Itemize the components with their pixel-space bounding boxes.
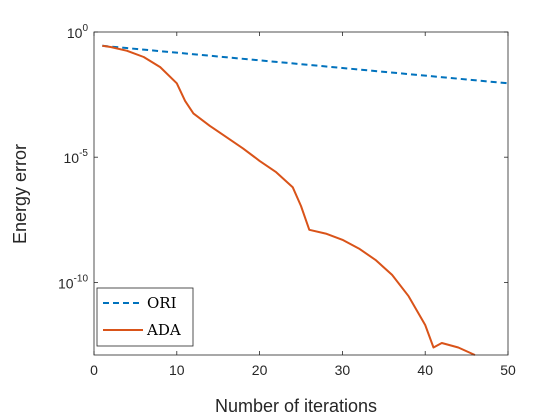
y-tick-label: 100 [67, 23, 89, 41]
x-tick-label: 20 [252, 362, 268, 378]
legend: ORI ADA [96, 287, 194, 347]
x-axis-title: Number of iterations [215, 396, 377, 416]
x-tick-label: 40 [417, 362, 433, 378]
legend-label-ori: ORI [147, 294, 177, 312]
legend-box [96, 287, 194, 347]
x-tick-label: 50 [500, 362, 516, 378]
x-tick-label: 10 [169, 362, 185, 378]
x-tick-label: 30 [335, 362, 351, 378]
y-axis-title: Energy error [10, 144, 30, 244]
x-tick-label: 0 [90, 362, 98, 378]
series-line-ada [102, 44, 476, 356]
series-layer [102, 44, 509, 356]
ticks-layer: 0 10 20 30 40 50 100 10-5 10-10 [58, 23, 516, 378]
series-line-ori [102, 44, 509, 85]
y-tick-label: 10-10 [58, 273, 88, 291]
y-tick-label: 10-5 [64, 148, 89, 166]
plot-frame [93, 31, 509, 356]
legend-label-ada: ADA [146, 321, 181, 339]
